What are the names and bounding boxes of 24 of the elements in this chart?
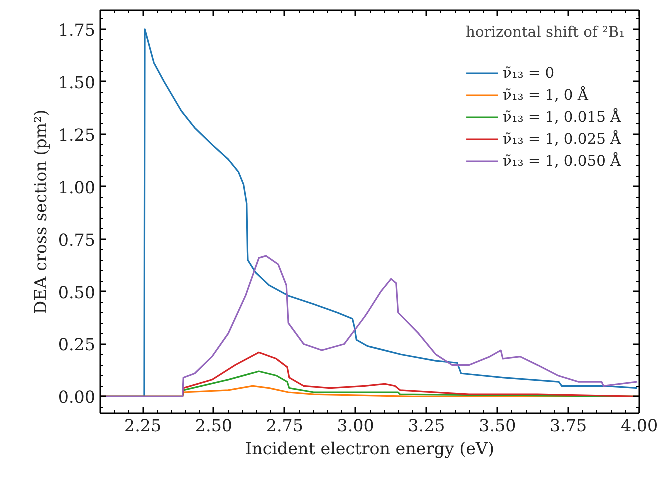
y-tick-label: 0.75	[58, 230, 96, 250]
legend-label: ν̃₁₃ = 0	[503, 64, 555, 82]
y-tick-label: 0.50	[58, 283, 96, 302]
y-tick-label: 1.00	[58, 178, 96, 198]
legend-title: horizontal shift of ²B₁	[466, 24, 625, 41]
x-tick-label: 2.25	[124, 416, 162, 436]
x-axis-title: Incident electron energy (eV)	[246, 440, 494, 458]
y-tick-label: 1.50	[58, 73, 96, 92]
legend-label: ν̃₁₃ = 1, 0.025 Å	[503, 130, 622, 148]
y-tick-label: 1.75	[58, 20, 96, 40]
x-tick-label: 3.25	[408, 416, 446, 436]
legend-label: ν̃₁₃ = 1, 0.050 Å	[503, 152, 622, 170]
x-tick-label: 3.50	[479, 416, 516, 436]
x-tick-label: 2.75	[266, 416, 304, 436]
x-tick-label: 3.00	[337, 416, 374, 436]
y-axis-title: DEA cross section (pm²)	[31, 110, 50, 314]
y-tick-label: 0.25	[58, 336, 96, 355]
x-tick-label: 4.00	[620, 416, 658, 436]
legend-label: ν̃₁₃ = 1, 0.015 Å	[503, 108, 622, 126]
y-tick-label: 1.25	[58, 126, 96, 145]
y-tick-label: 0.00	[58, 388, 96, 408]
x-tick-label: 3.75	[550, 416, 588, 436]
x-tick-label: 2.50	[195, 416, 233, 436]
legend-label: ν̃₁₃ = 1, 0 Å	[503, 86, 588, 104]
